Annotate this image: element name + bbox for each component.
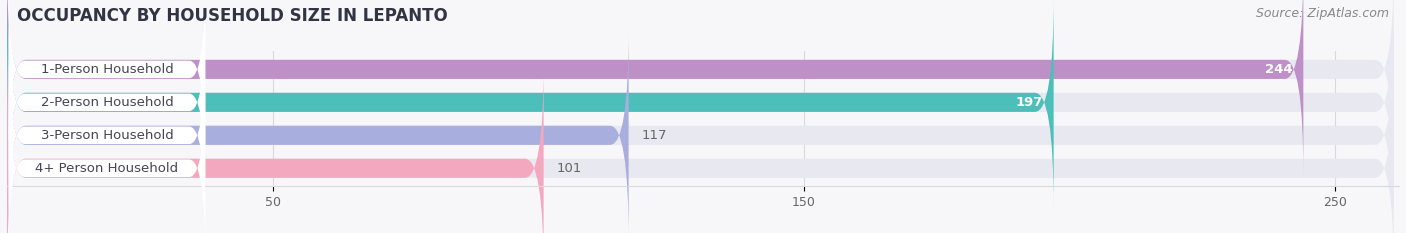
- FancyBboxPatch shape: [8, 0, 205, 160]
- FancyBboxPatch shape: [7, 0, 1393, 208]
- Text: 244: 244: [1265, 63, 1292, 76]
- Text: 4+ Person Household: 4+ Person Household: [35, 162, 179, 175]
- Text: Source: ZipAtlas.com: Source: ZipAtlas.com: [1256, 7, 1389, 20]
- FancyBboxPatch shape: [7, 0, 1393, 175]
- FancyBboxPatch shape: [7, 62, 1393, 233]
- FancyBboxPatch shape: [8, 78, 205, 233]
- FancyBboxPatch shape: [7, 30, 1393, 233]
- FancyBboxPatch shape: [8, 45, 205, 226]
- Text: 2-Person Household: 2-Person Household: [41, 96, 173, 109]
- Text: 3-Person Household: 3-Person Household: [41, 129, 173, 142]
- FancyBboxPatch shape: [7, 0, 1303, 175]
- Text: 101: 101: [557, 162, 582, 175]
- FancyBboxPatch shape: [7, 0, 1053, 208]
- Text: 197: 197: [1015, 96, 1043, 109]
- FancyBboxPatch shape: [7, 62, 544, 233]
- Text: 117: 117: [643, 129, 668, 142]
- FancyBboxPatch shape: [7, 30, 628, 233]
- Text: 1-Person Household: 1-Person Household: [41, 63, 173, 76]
- FancyBboxPatch shape: [8, 12, 205, 192]
- Text: OCCUPANCY BY HOUSEHOLD SIZE IN LEPANTO: OCCUPANCY BY HOUSEHOLD SIZE IN LEPANTO: [17, 7, 447, 25]
